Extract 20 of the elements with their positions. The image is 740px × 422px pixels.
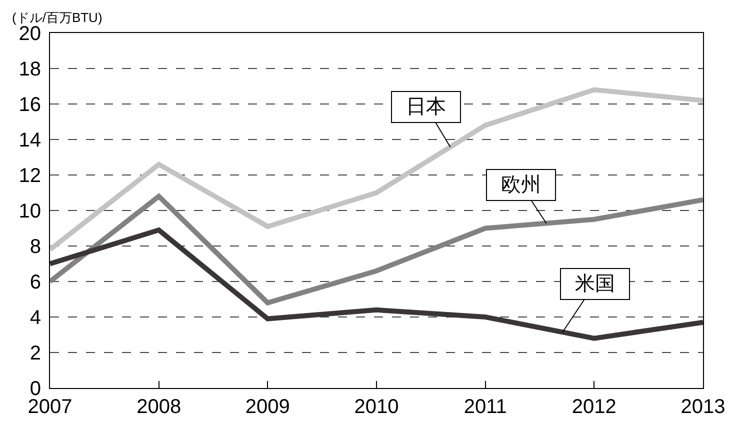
series-label: 日本	[406, 96, 446, 118]
series-label: 米国	[575, 273, 615, 295]
y-axis-title: (ドル/百万BTU)	[12, 10, 102, 25]
y-tick-label: 4	[30, 307, 41, 329]
x-tick-label: 2012	[572, 396, 616, 418]
y-tick-label: 8	[30, 236, 41, 258]
x-tick-label: 2009	[245, 396, 290, 418]
x-tick-label: 2011	[464, 396, 507, 418]
series-label: 欧州	[501, 174, 541, 196]
y-tick-label: 14	[18, 130, 41, 152]
y-tick-label: 6	[30, 272, 41, 294]
x-tick-label: 2013	[680, 396, 726, 418]
y-tick-label: 20	[18, 23, 41, 45]
y-tick-label: 10	[18, 200, 41, 222]
x-tick-label: 2008	[136, 396, 182, 418]
y-tick-label: 18	[18, 58, 41, 80]
x-tick-label: 2010	[354, 396, 399, 418]
y-tick-label: 16	[18, 94, 41, 116]
y-tick-label: 12	[18, 165, 41, 187]
y-tick-label: 2	[30, 342, 41, 364]
